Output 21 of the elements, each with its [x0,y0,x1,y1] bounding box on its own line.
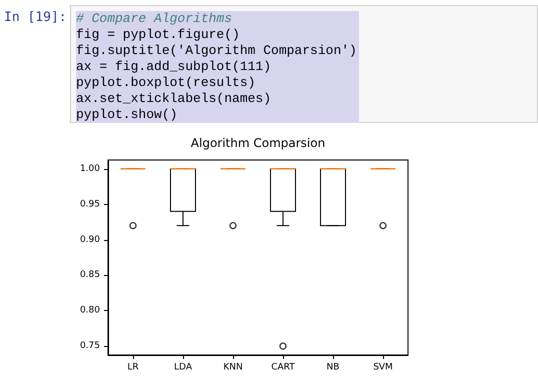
text: pyplot.show() [76,107,359,123]
x-tick-label: CART [271,362,296,372]
text: # Compare Algorithms [76,11,359,27]
chart-title: Algorithm Comparsion [190,136,326,150]
text: In [19]: [4,10,67,25]
text: ax.set_xticklabels(names) [76,91,359,107]
x-tick-label: KNN [223,362,243,372]
text: fig = pyplot.figure() [76,27,359,43]
y-tick-label: 0.95 [80,199,100,210]
x-tick-label: LDA [174,362,193,372]
x-tick-label: SVM [373,362,393,372]
y-tick-label: 1.00 [80,164,100,174]
text: pyplot.boxplot(results) [76,75,359,91]
text: ax = fig.add_subplot(111) [76,59,359,75]
text: fig.suptitle('Algorithm Comparsion') [76,43,359,59]
x-tick-label: NB [326,362,340,372]
y-tick-label: 0.85 [80,270,100,280]
y-tick-label: 0.90 [80,234,100,245]
x-tick-label: LR [127,362,139,372]
y-tick-label: 0.80 [80,306,100,316]
y-tick-label: 0.75 [80,341,100,352]
